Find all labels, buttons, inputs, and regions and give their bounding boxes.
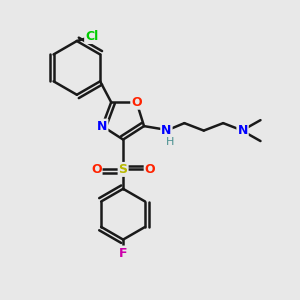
- Text: N: N: [237, 124, 248, 137]
- Text: N: N: [97, 120, 107, 133]
- Text: S: S: [118, 163, 127, 176]
- Text: O: O: [145, 163, 155, 176]
- Text: O: O: [91, 163, 102, 176]
- Text: H: H: [166, 137, 174, 147]
- Text: F: F: [119, 247, 128, 260]
- Text: Cl: Cl: [85, 30, 98, 43]
- Text: O: O: [131, 96, 142, 109]
- Text: N: N: [161, 124, 172, 137]
